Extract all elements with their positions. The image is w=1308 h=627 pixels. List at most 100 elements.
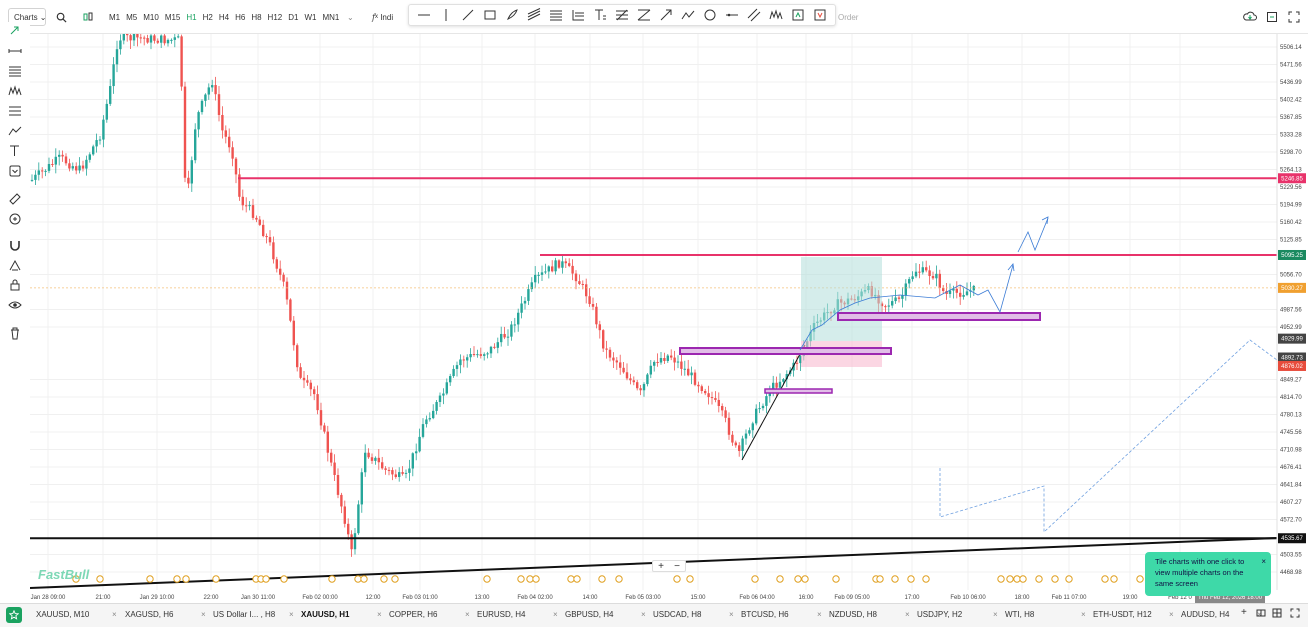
crosshair-icon[interactable]	[6, 22, 24, 40]
candle-body	[704, 390, 707, 394]
close-tab-icon[interactable]: ×	[1081, 610, 1086, 619]
gann-icon[interactable]	[613, 6, 631, 24]
close-tab-icon[interactable]: ×	[905, 610, 910, 619]
close-tab-icon[interactable]: ×	[641, 610, 646, 619]
candle-body	[258, 219, 261, 225]
ruler-icon[interactable]	[6, 190, 24, 208]
zoom-minus-button[interactable]: −	[674, 560, 680, 572]
symbol-tab[interactable]: COPPER, H6	[389, 610, 438, 619]
trash-icon[interactable]	[6, 324, 24, 342]
horizontal-line-icon[interactable]	[415, 6, 433, 24]
symbol-tab[interactable]: AUDUSD, H4	[1181, 610, 1230, 619]
polyline-icon[interactable]	[679, 6, 697, 24]
symbol-tab[interactable]: XAGUSD, H6	[125, 610, 174, 619]
timeframe-h6[interactable]: H6	[235, 12, 246, 22]
candle-body	[421, 424, 425, 437]
close-tab-icon[interactable]: ×	[553, 610, 558, 619]
timeframe-h2[interactable]: H2	[202, 12, 213, 22]
timeframe-m1[interactable]: M1	[109, 12, 121, 22]
zoom-plus-button[interactable]: +	[658, 560, 664, 572]
pitchfork-icon[interactable]	[635, 6, 653, 24]
pattern-tool-icon[interactable]	[6, 122, 24, 140]
screenshot-icon[interactable]	[1266, 0, 1278, 34]
ray-icon[interactable]	[723, 6, 741, 24]
close-tab-icon[interactable]: ×	[201, 610, 206, 619]
close-tab-icon[interactable]: ×	[1257, 610, 1262, 619]
close-tab-icon[interactable]: ×	[1169, 610, 1174, 619]
symbol-tab[interactable]: XAUUSD, H1	[301, 610, 350, 619]
magnet-icon[interactable]	[6, 236, 24, 254]
symbol-tab[interactable]: BTCUSD, H6	[741, 610, 789, 619]
toast-close-button[interactable]: ×	[1261, 557, 1266, 566]
timeframe-m5[interactable]: M5	[126, 12, 138, 22]
timeframe-h4[interactable]: H4	[218, 12, 230, 22]
economic-event-marker	[182, 575, 190, 583]
elliott-wave-icon[interactable]	[767, 6, 785, 24]
price-tick-label: 5436.99	[1280, 80, 1302, 86]
fullscreen-icon[interactable]	[1288, 0, 1300, 34]
collapse-icon[interactable]	[6, 162, 24, 180]
vertical-line-icon[interactable]	[437, 6, 455, 24]
close-tab-icon[interactable]: ×	[112, 610, 117, 619]
timeframe-m10[interactable]: M10	[143, 12, 159, 22]
rectangle-icon[interactable]	[481, 6, 499, 24]
add-tab-button[interactable]: +	[1241, 607, 1247, 618]
cloud-sync-icon[interactable]	[1243, 0, 1257, 34]
symbol-tab[interactable]: USDJPY, H2	[917, 610, 963, 619]
price-chart[interactable]: 5506.14 5471.56 5436.99 5402.42 5367.85 5333.…	[0, 0, 1308, 603]
hline-tool-icon[interactable]	[6, 42, 24, 60]
parallel-channel-icon[interactable]	[525, 6, 543, 24]
timeframe-d1[interactable]: D1	[288, 12, 299, 22]
timeframe-h8[interactable]: H8	[251, 12, 262, 22]
timeframe-more-icon[interactable]: ⌄	[347, 12, 354, 22]
timeframe-mn1[interactable]: MN1	[322, 12, 340, 22]
layout-icon[interactable]	[1256, 608, 1266, 620]
symbol-tab[interactable]: WTI, H8	[1005, 610, 1035, 619]
close-tab-icon[interactable]: ×	[817, 610, 822, 619]
symbol-tab[interactable]: XAUUSD, M10	[36, 610, 90, 619]
symbol-tab[interactable]: EURUSD, H4	[477, 610, 526, 619]
order-button[interactable]: Order	[838, 0, 858, 34]
candle-body	[588, 296, 591, 305]
brush-icon[interactable]	[503, 6, 521, 24]
fib-tool-icon[interactable]	[6, 62, 24, 80]
eye-icon[interactable]	[6, 296, 24, 314]
time-tick-label: Jan 30 11:00	[241, 595, 276, 601]
tile-layout-icon[interactable]	[1272, 608, 1282, 620]
fib-extension-icon[interactable]	[569, 6, 587, 24]
circle-icon[interactable]	[701, 6, 719, 24]
expand-icon[interactable]	[1290, 608, 1300, 620]
close-tab-icon[interactable]: ×	[377, 610, 382, 619]
timeframe-h1[interactable]: H1	[186, 12, 197, 22]
long-position-icon[interactable]	[789, 6, 807, 24]
arrow-icon[interactable]	[657, 6, 675, 24]
symbol-tab[interactable]: GBPUSD, H4	[565, 610, 614, 619]
text-tool-icon[interactable]	[591, 6, 609, 24]
favorites-star-icon[interactable]	[6, 607, 22, 623]
close-tab-icon[interactable]: ×	[993, 610, 998, 619]
trend-line-icon[interactable]	[459, 6, 477, 24]
text-tool-left-icon[interactable]	[6, 142, 24, 160]
channel-icon[interactable]	[745, 6, 763, 24]
symbol-tab[interactable]: USDCAD, H8	[653, 610, 702, 619]
wave-tool-icon[interactable]	[6, 82, 24, 100]
timeframe-h12[interactable]: H12	[267, 12, 283, 22]
symbol-tab[interactable]: US Dollar I... , H8	[213, 610, 276, 619]
lock-drawings-icon[interactable]	[6, 256, 24, 274]
timeframe-selector: M1 M5 M10 M15 H1 H2 H4 H6 H8 H12 D1 W1 MN1	[106, 0, 342, 34]
compare-icon[interactable]	[82, 0, 94, 34]
lock-icon[interactable]	[6, 276, 24, 294]
close-tab-icon[interactable]: ×	[465, 610, 470, 619]
symbol-tab[interactable]: ETH-USDT, H12	[1093, 610, 1152, 619]
symbol-tab[interactable]: NZDUSD, H8	[829, 610, 878, 619]
close-tab-icon[interactable]: ×	[289, 610, 294, 619]
timeframe-m15[interactable]: M15	[164, 12, 181, 22]
close-tab-icon[interactable]: ×	[729, 610, 734, 619]
timeframe-w1[interactable]: W1	[304, 12, 317, 22]
gann-tool-icon[interactable]	[6, 102, 24, 120]
zoom-in-icon[interactable]	[6, 210, 24, 228]
short-position-icon[interactable]	[811, 6, 829, 24]
search-icon[interactable]	[56, 0, 67, 34]
fib-retracement-icon[interactable]	[547, 6, 565, 24]
